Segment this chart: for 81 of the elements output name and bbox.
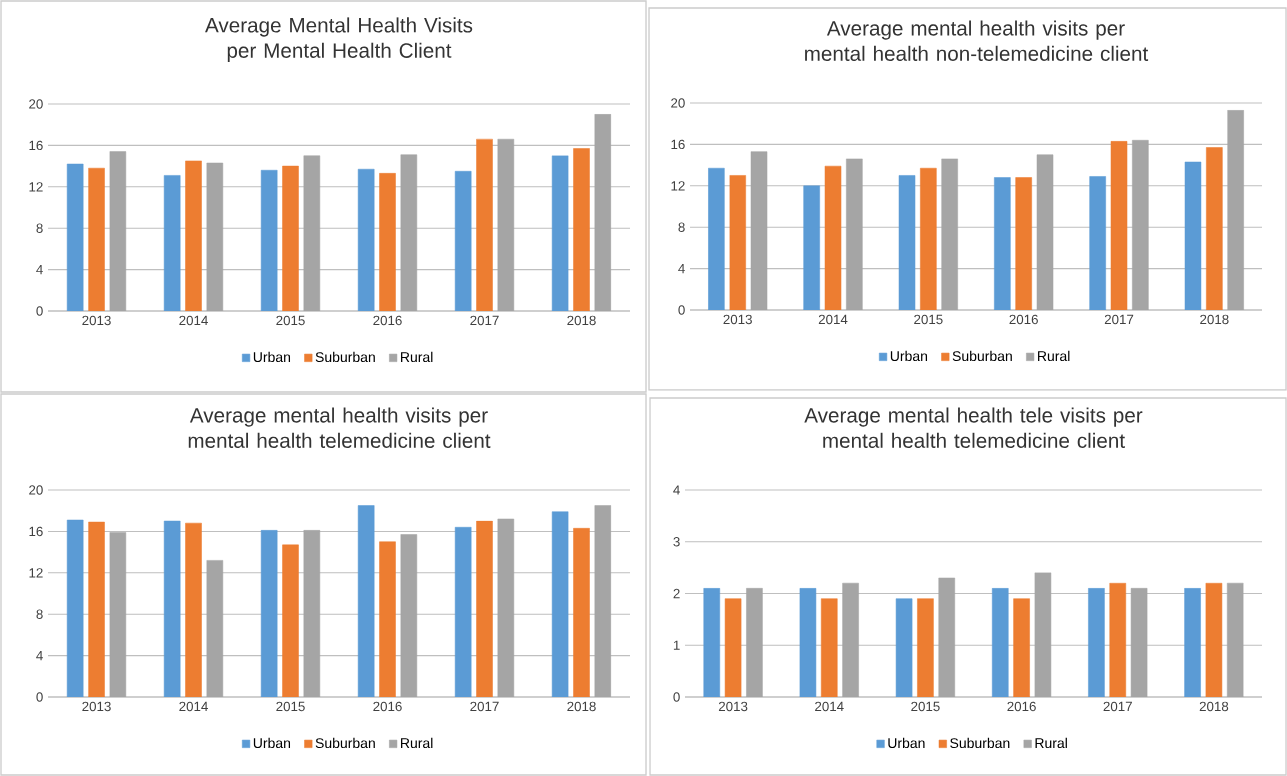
chart-title: Average Mental Health Visits per Mental Health Client [205, 17, 473, 62]
legend-label: Urban [888, 737, 925, 749]
chart-title: Average mental health visits per mental health non-telemedicine client [805, 20, 1149, 61]
bar [724, 598, 742, 698]
x-tick-label: 2017 [1103, 701, 1132, 712]
x-tick-label: 2014 [179, 701, 208, 712]
y-tick-label: 2 [673, 588, 680, 599]
x-tick-label: 2016 [1009, 314, 1038, 325]
bar [799, 588, 817, 698]
y-tick-label: 20 [29, 485, 43, 495]
chart-title: Average mental health visits per mental health telemedicine client [188, 407, 491, 448]
y-tick-label: 8 [678, 222, 685, 232]
x-tick-label: 2017 [470, 315, 499, 326]
x-tick-label: 2018 [567, 701, 596, 712]
x-tick-label: 2015 [911, 701, 940, 712]
bar [703, 588, 721, 698]
x-tick-label: 2015 [276, 701, 305, 712]
y-tick-label: 3 [673, 537, 680, 547]
legend-label: Rural [401, 351, 433, 363]
bar [1015, 177, 1032, 311]
x-tick-label: 2014 [179, 315, 208, 326]
x-tick-label: 2014 [815, 701, 844, 712]
x-tick-label: 2018 [1199, 701, 1229, 712]
y-tick-label: 16 [29, 526, 43, 537]
x-tick-label: 2013 [718, 701, 748, 712]
bar [820, 598, 838, 698]
y-tick-label: 0 [36, 692, 43, 702]
x-tick-label: 2016 [373, 315, 402, 326]
bar [895, 598, 913, 698]
legend-label: Rural [1038, 350, 1070, 362]
y-tick-label: 8 [36, 223, 43, 233]
x-tick-label: 2013 [82, 315, 111, 326]
legend-label: Rural [401, 737, 433, 749]
y-tick-label: 1 [673, 640, 680, 650]
x-tick-label: 2016 [373, 701, 402, 712]
bar [920, 167, 937, 311]
bar [1088, 588, 1105, 698]
bar [1013, 598, 1030, 698]
bar [1110, 141, 1128, 311]
x-tick-label: 2018 [1200, 314, 1229, 325]
bar [824, 165, 842, 311]
y-tick-label: 0 [678, 305, 685, 315]
bar [1109, 582, 1127, 698]
x-tick-label: 2013 [82, 701, 111, 712]
y-tick-label: 4 [36, 265, 43, 275]
legend-label: Rural [1035, 737, 1067, 749]
y-tick-label: 20 [29, 99, 43, 109]
y-tick-label: 16 [671, 139, 685, 150]
y-tick-label: 20 [671, 98, 685, 108]
y-tick-label: 0 [673, 692, 680, 702]
legend-label: Suburban [315, 737, 375, 749]
y-tick-label: 0 [36, 306, 43, 316]
bar [1206, 147, 1223, 311]
x-tick-label: 2017 [470, 701, 499, 712]
y-tick-label: 12 [29, 182, 43, 192]
x-tick-label: 2015 [914, 314, 943, 325]
bar [1184, 588, 1201, 698]
y-tick-label: 4 [678, 264, 685, 274]
legend-label: Urban [890, 350, 928, 362]
bar [729, 175, 746, 311]
bar [917, 598, 934, 698]
y-tick-label: 8 [36, 609, 43, 619]
x-tick-label: 2017 [1104, 314, 1134, 325]
bar [991, 588, 1009, 698]
x-tick-label: 2016 [1007, 701, 1036, 712]
legend-label: Suburban [952, 350, 1012, 362]
legend-label: Suburban [315, 351, 375, 363]
y-tick-label: 16 [29, 140, 43, 151]
y-tick-label: 4 [673, 485, 680, 495]
legend-label: Urban [253, 351, 291, 363]
x-tick-label: 2018 [567, 315, 596, 326]
bar [1205, 582, 1223, 698]
x-tick-label: 2015 [276, 315, 305, 326]
chart-title: Average mental health tele visits per mental health telemedicine client [804, 407, 1143, 448]
legend-label: Urban [253, 737, 291, 749]
x-tick-label: 2013 [723, 314, 752, 325]
y-tick-label: 4 [36, 651, 43, 661]
y-tick-label: 12 [29, 568, 43, 578]
y-tick-label: 12 [671, 181, 685, 191]
x-tick-label: 2014 [818, 314, 848, 325]
legend-label: Suburban [950, 737, 1010, 749]
